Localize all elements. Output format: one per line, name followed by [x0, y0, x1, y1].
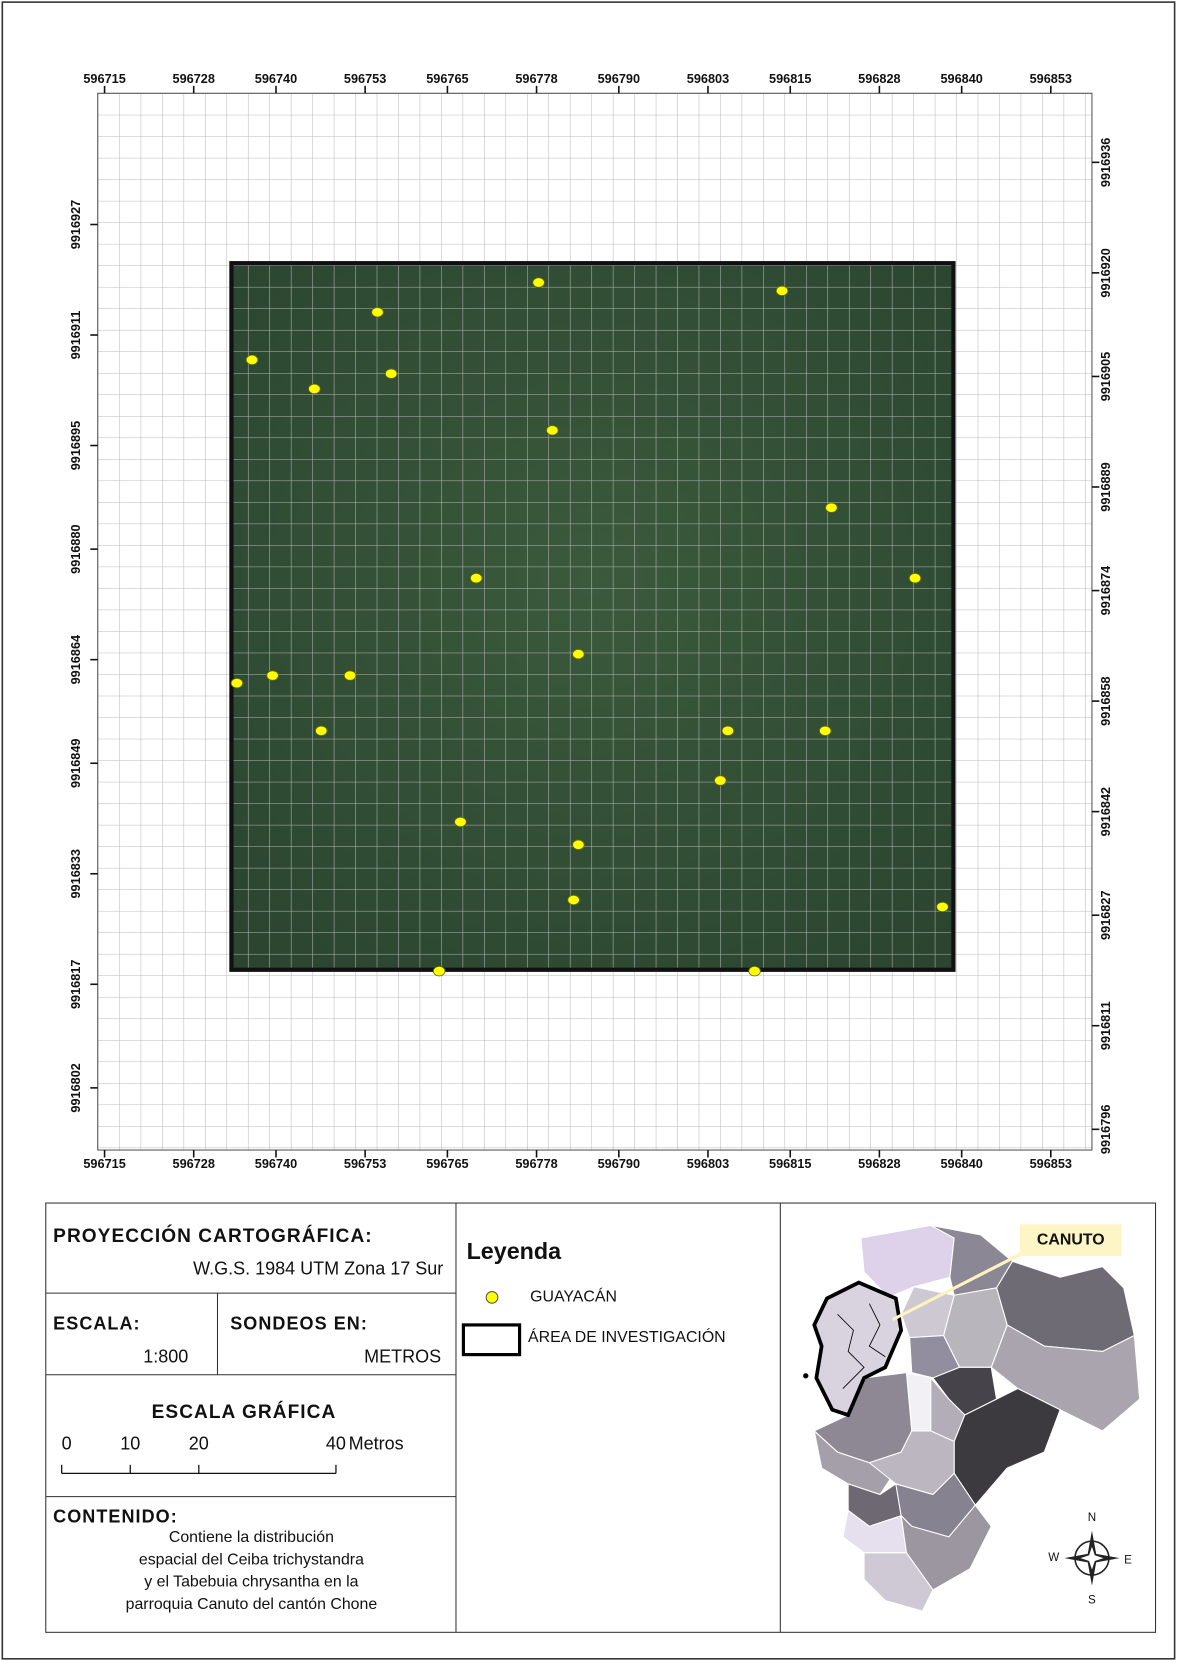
- guayacan-point: [267, 671, 279, 681]
- y-tick-label: 9916927: [68, 200, 83, 249]
- x-tick-label: 596828: [858, 71, 900, 86]
- content-line: Contiene la distribución: [169, 1529, 334, 1546]
- y-tick-label: 9916880: [68, 524, 83, 573]
- guayacan-point: [722, 726, 734, 736]
- guayacan-point: [533, 278, 545, 288]
- compass-label: W: [1048, 1551, 1059, 1564]
- guayacan-point: [315, 726, 327, 736]
- x-tick-label: 596803: [687, 1156, 729, 1171]
- x-tick-label: 596853: [1030, 71, 1072, 86]
- scale: 1:800: [143, 1347, 188, 1367]
- y-tick-label: 9916895: [68, 421, 83, 470]
- legend-item: ÁREA DE INVESTIGACIÓN: [528, 1327, 726, 1346]
- guayacan-point: [909, 573, 921, 583]
- y-tick-label: 9916849: [68, 739, 83, 788]
- graphic-scale-title: ESCALA GRÁFICA: [152, 1401, 337, 1423]
- y-tick-label: 9916911: [68, 311, 83, 360]
- guayacan-point: [573, 649, 585, 659]
- x-tick-label: 596728: [173, 1156, 215, 1171]
- x-tick-label: 596715: [83, 71, 125, 86]
- y-tick-label: 9916817: [68, 960, 83, 1009]
- x-tick-label: 596740: [255, 71, 297, 86]
- x-tick-label: 596790: [598, 1156, 640, 1171]
- guayacan-point: [433, 966, 445, 976]
- y-tick-label: 9916833: [68, 849, 83, 898]
- projection: W.G.S. 1984 UTM Zona 17 Sur: [193, 1259, 443, 1279]
- guayacan-point: [826, 503, 838, 513]
- x-tick-label: 596728: [173, 71, 215, 86]
- projection-title: PROYECCIÓN CARTOGRÁFICA:: [53, 1225, 373, 1247]
- legend-item: GUAYACÁN: [530, 1287, 617, 1306]
- content-title: CONTENIDO:: [53, 1507, 178, 1527]
- legend-point-symbol: [486, 1292, 498, 1304]
- x-tick-label: 596765: [426, 1156, 468, 1171]
- map-frame: 596715 596715 596728 596728 596740 596740 5967…: [68, 71, 1113, 1171]
- compass-label: S: [1088, 1594, 1096, 1607]
- x-tick-label: 596778: [515, 1156, 557, 1171]
- x-tick-label: 596715: [83, 1156, 125, 1171]
- units: METROS: [364, 1347, 441, 1367]
- guayacan-point: [573, 840, 585, 850]
- guayacan-point: [309, 384, 321, 394]
- y-tick-label: 9916827: [1098, 890, 1113, 939]
- x-tick-label: 596803: [687, 71, 729, 86]
- x-tick-label: 596753: [344, 1156, 386, 1171]
- y-tick-label: 9916802: [68, 1063, 83, 1112]
- guayacan-point: [372, 307, 384, 317]
- map-sheet: 596715 596715 596728 596728 596740 596740 5967…: [0, 0, 1178, 1662]
- scale-bar-label: 10: [120, 1433, 140, 1453]
- x-tick-label: 596778: [515, 71, 557, 86]
- content-line: espacial del Ceiba trichystandra: [139, 1551, 364, 1568]
- guayacan-point: [714, 776, 726, 786]
- guayacan-point: [568, 895, 580, 905]
- x-tick-label: 596815: [769, 71, 811, 86]
- callout-label: CANUTO: [1037, 1231, 1105, 1248]
- x-tick-label: 596765: [426, 71, 468, 86]
- guayacan-point: [819, 726, 831, 736]
- guayacan-point: [246, 355, 258, 365]
- scale-bar-unit: Metros: [349, 1433, 404, 1453]
- y-tick-label: 9916889: [1098, 462, 1113, 511]
- page: {"map": { "xlim": [596714, 596859], "yli…: [0, 0, 1178, 1662]
- guayacan-point: [546, 426, 558, 436]
- scale-bar-label: 40: [326, 1433, 346, 1453]
- x-tick-label: 596828: [858, 1156, 900, 1171]
- guayacan-point: [776, 286, 788, 296]
- scale-bar-label: 20: [189, 1433, 209, 1453]
- compass-label: E: [1124, 1553, 1132, 1566]
- compass-label: N: [1088, 1511, 1096, 1524]
- scale-title: ESCALA:: [53, 1314, 140, 1334]
- guayacan-point: [344, 671, 356, 681]
- units-title: SONDEOS EN:: [230, 1314, 368, 1334]
- guayacan-point: [937, 902, 949, 912]
- guayacan-point: [749, 966, 761, 976]
- x-tick-label: 596840: [940, 1156, 982, 1171]
- y-tick-label: 9916905: [1098, 352, 1113, 401]
- y-tick-label: 9916842: [1098, 787, 1113, 836]
- x-tick-label: 596790: [598, 71, 640, 86]
- scale-bar-label: 0: [62, 1433, 72, 1453]
- x-tick-label: 596815: [769, 1156, 811, 1171]
- y-tick-label: 9916864: [68, 635, 83, 684]
- x-tick-label: 596740: [255, 1156, 297, 1171]
- y-tick-label: 9916874: [1098, 566, 1113, 615]
- content-line: parroquia Canuto del cantón Chone: [126, 1596, 378, 1613]
- y-tick-label: 9916796: [1098, 1105, 1113, 1154]
- legend-title: Leyenda: [467, 1238, 563, 1264]
- guayacan-point: [385, 369, 397, 379]
- graticule: [98, 93, 1092, 1150]
- x-tick-label: 596753: [344, 71, 386, 86]
- guayacan-point: [455, 817, 467, 827]
- guayacan-point: [470, 573, 482, 583]
- y-tick-label: 9916811: [1098, 1001, 1113, 1050]
- content-line: y el Tabebuia chrysantha en la: [144, 1574, 358, 1591]
- y-tick-label: 9916858: [1098, 676, 1113, 725]
- x-tick-label: 596853: [1030, 1156, 1072, 1171]
- guayacan-point: [231, 678, 243, 688]
- y-tick-label: 9916936: [1098, 138, 1113, 187]
- x-tick-label: 596840: [940, 71, 982, 86]
- y-tick-label: 9916920: [1098, 248, 1113, 297]
